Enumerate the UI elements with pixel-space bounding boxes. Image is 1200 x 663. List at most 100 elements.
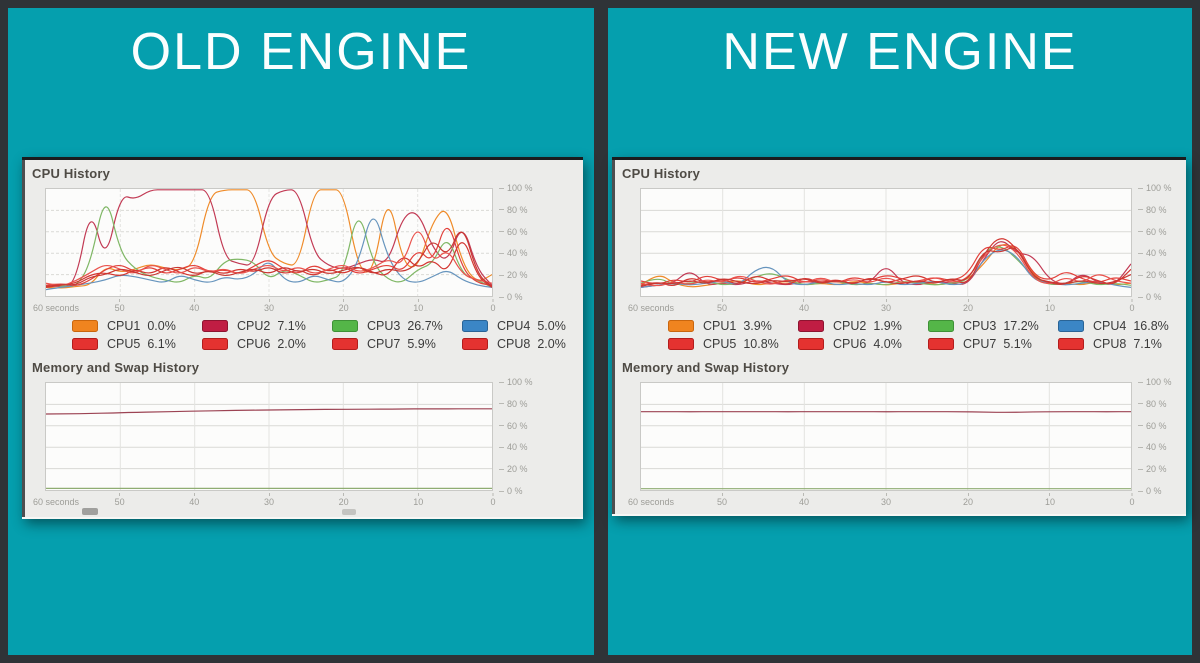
y-axis-tick-label: 100 %	[1138, 183, 1172, 193]
cpu-y-axis: 100 % 80 % 60 % 40 % 20 % 0 %	[1138, 183, 1184, 302]
y-axis-tick-label: 20 %	[1138, 270, 1167, 280]
x-axis-tick-label: 40	[799, 299, 809, 313]
legend-label: CPU7	[367, 336, 401, 351]
legend-item: CPU2 1.9%	[798, 318, 928, 333]
series-line-memory	[46, 408, 492, 415]
legend-value: 26.7%	[407, 318, 443, 333]
x-axis-start-label: 60 seconds	[628, 303, 675, 313]
system-monitor-window-old: CPU History 100 % 80 % 60 % 40 % 20 % 0 % 60 …	[22, 157, 583, 519]
series-line-cpu3	[46, 206, 492, 288]
legend-value: 10.8%	[743, 336, 779, 351]
memory-swap-chart	[45, 382, 493, 491]
memory-y-axis: 100 % 80 % 60 % 40 % 20 % 0 %	[1138, 377, 1184, 496]
y-axis-tick-label: 0 %	[1138, 292, 1162, 302]
legend-value: 7.1%	[277, 318, 306, 333]
legend-item: CPU7 5.9%	[332, 336, 462, 351]
legend-value: 16.8%	[1133, 318, 1169, 333]
memory-x-axis: 60 seconds 50 40 30 20 10 0	[628, 493, 1135, 507]
cpu-color-swatch	[928, 319, 954, 332]
legend-value: 3.9%	[743, 318, 772, 333]
y-axis-tick-label: 0 %	[1138, 486, 1162, 496]
y-axis-tick-label: 20 %	[499, 464, 528, 474]
legend-item: CPU8 2.0%	[462, 336, 592, 351]
legend-item: CPU2 7.1%	[202, 318, 332, 333]
x-axis-tick-label: 30	[881, 299, 891, 313]
cpu-color-swatch	[462, 337, 488, 350]
y-axis-tick-label: 60 %	[499, 227, 528, 237]
cpu-x-axis: 60 seconds 50 40 30 20 10 0	[33, 299, 496, 313]
legend-value: 2.0%	[537, 336, 566, 351]
x-axis-tick-label: 0	[490, 493, 496, 507]
cpu-history-chart	[640, 188, 1132, 297]
cpu-y-axis: 100 % 80 % 60 % 40 % 20 % 0 %	[499, 183, 545, 302]
x-axis-tick-label: 40	[189, 493, 199, 507]
cpu-legend: CPU1 3.9% CPU2 1.9% CPU3 17.2% CPU4 16.8% CPU5 10…	[668, 318, 1188, 351]
legend-label: CPU2	[833, 318, 867, 333]
y-axis-tick-label: 20 %	[1138, 464, 1167, 474]
x-axis-tick-label: 50	[717, 299, 727, 313]
series-line-cpu2	[46, 189, 492, 287]
x-axis-tick-label: 20	[963, 493, 973, 507]
memory-x-axis: 60 seconds 50 40 30 20 10 0	[33, 493, 496, 507]
legend-item: CPU6 4.0%	[798, 336, 928, 351]
series-line-memory	[641, 411, 1131, 413]
legend-item: CPU4 16.8%	[1058, 318, 1188, 333]
cpu-history-heading: CPU History	[622, 166, 701, 181]
legend-item: CPU7 5.1%	[928, 336, 1058, 351]
y-axis-tick-label: 80 %	[1138, 205, 1167, 215]
cpu-color-swatch	[462, 319, 488, 332]
series-line-cpu8	[641, 247, 1131, 287]
legend-item: CPU3 17.2%	[928, 318, 1058, 333]
y-axis-tick-label: 0 %	[499, 486, 523, 496]
x-axis-start-label: 60 seconds	[33, 303, 80, 313]
legend-value: 5.9%	[407, 336, 436, 351]
legend-item: CPU8 7.1%	[1058, 336, 1188, 351]
cpu-history-chart	[45, 188, 493, 297]
y-axis-tick-label: 100 %	[499, 183, 533, 193]
legend-item: CPU5 6.1%	[72, 336, 202, 351]
x-axis-tick-label: 40	[189, 299, 199, 313]
legend-label: CPU8	[497, 336, 531, 351]
y-axis-tick-label: 60 %	[499, 421, 528, 431]
x-axis-tick-label: 10	[1045, 493, 1055, 507]
legend-value: 2.0%	[277, 336, 306, 351]
cpu-history-heading: CPU History	[32, 166, 111, 181]
legend-label: CPU2	[237, 318, 271, 333]
cpu-color-swatch	[798, 319, 824, 332]
y-axis-tick-label: 0 %	[499, 292, 523, 302]
y-axis-tick-label: 60 %	[1138, 421, 1167, 431]
legend-label: CPU6	[237, 336, 271, 351]
x-axis-start-label: 60 seconds	[33, 497, 80, 507]
x-axis-tick-label: 10	[1045, 299, 1055, 313]
x-axis-tick-label: 0	[490, 299, 496, 313]
series-line-cpu7	[46, 231, 492, 286]
series-line-cpu8	[46, 231, 492, 287]
x-axis-start-label: 60 seconds	[628, 497, 675, 507]
legend-label: CPU5	[703, 336, 737, 351]
x-axis-tick-label: 10	[413, 299, 423, 313]
legend-item: CPU3 26.7%	[332, 318, 462, 333]
y-axis-tick-label: 20 %	[499, 270, 528, 280]
legend-item: CPU4 5.0%	[462, 318, 592, 333]
legend-value: 4.0%	[873, 336, 902, 351]
cpu-color-swatch	[332, 337, 358, 350]
cpu-color-swatch	[1058, 337, 1084, 350]
x-axis-tick-label: 30	[264, 493, 274, 507]
legend-label: CPU6	[833, 336, 867, 351]
x-axis-tick-label: 20	[963, 299, 973, 313]
legend-value: 5.0%	[537, 318, 566, 333]
legend-label: CPU3	[963, 318, 997, 333]
cropped-swap-legend-artifact	[342, 509, 356, 515]
x-axis-tick-label: 40	[799, 493, 809, 507]
series-line-cpu4	[46, 218, 492, 291]
y-axis-tick-label: 80 %	[499, 399, 528, 409]
system-monitor-window-new: CPU History 100 % 80 % 60 % 40 % 20 % 0 % 60 …	[612, 157, 1186, 516]
series-line-cpu5	[46, 227, 492, 286]
legend-label: CPU4	[1093, 318, 1127, 333]
legend-value: 6.1%	[147, 336, 176, 351]
cropped-memory-legend-artifact	[82, 508, 98, 515]
memory-swap-heading: Memory and Swap History	[622, 360, 790, 375]
y-axis-tick-label: 60 %	[1138, 227, 1167, 237]
cpu-legend: CPU1 0.0% CPU2 7.1% CPU3 26.7% CPU4 5.0% CPU5 6.1…	[72, 318, 592, 351]
x-axis-tick-label: 50	[115, 493, 125, 507]
